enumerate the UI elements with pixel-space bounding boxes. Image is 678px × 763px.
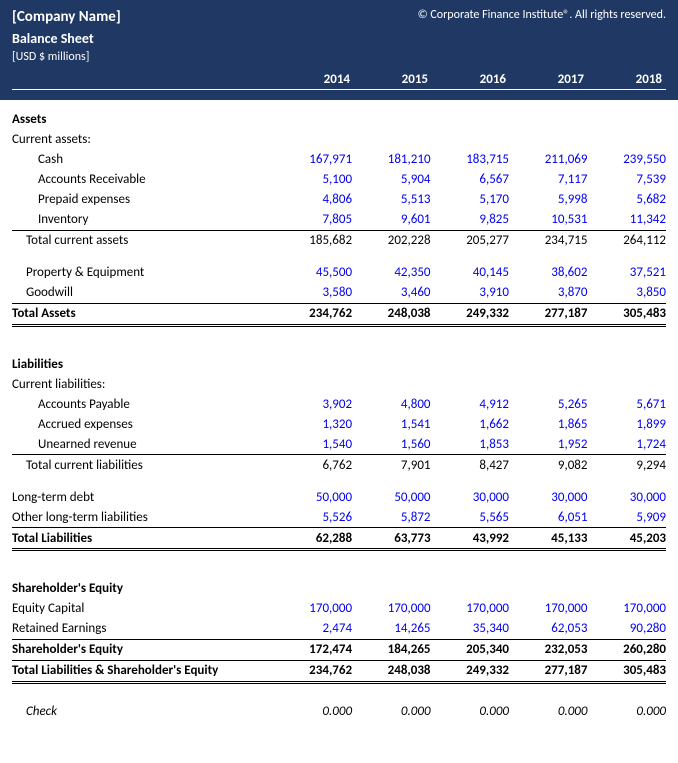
year-2015: 2015 bbox=[350, 72, 428, 87]
year-2017: 2017 bbox=[506, 72, 584, 87]
row-accrued-expenses: Accrued expenses1,3201,5411,6621,8651,89… bbox=[12, 414, 666, 434]
row-unearned-revenue: Unearned revenue1,5401,5601,8531,9521,72… bbox=[12, 434, 666, 455]
sheet-title: Balance Sheet bbox=[12, 30, 666, 47]
equity-heading: Shareholder's Equity bbox=[12, 575, 274, 599]
year-2016: 2016 bbox=[428, 72, 506, 87]
row-cash: Cash167,971181,210183,715211,069239,550 bbox=[12, 150, 666, 170]
row-check: Check0.0000.0000.0000.0000.000 bbox=[12, 696, 666, 722]
row-prepaid-expenses: Prepaid expenses4,8065,5135,1705,9985,68… bbox=[12, 190, 666, 210]
liabilities-heading: Liabilities bbox=[12, 351, 274, 375]
row-accounts-payable: Accounts Payable3,9024,8004,9125,2655,67… bbox=[12, 394, 666, 414]
year-2018: 2018 bbox=[584, 72, 662, 87]
year-2014: 2014 bbox=[272, 72, 350, 87]
row-total-current-assets: Total current assets185,682202,228205,27… bbox=[12, 230, 666, 251]
current-assets-label: Current assets: bbox=[12, 130, 274, 150]
copyright-text: © Corporate Finance Institute®. All righ… bbox=[418, 8, 666, 22]
units-label: [USD $ millions] bbox=[12, 50, 666, 64]
row-long-term-debt: Long-term debt50,00050,00030,00030,00030… bbox=[12, 487, 666, 507]
row-equity-capital: Equity Capital170,000170,000170,000170,0… bbox=[12, 599, 666, 619]
row-total-current-liabilities: Total current liabilities6,7627,9018,427… bbox=[12, 455, 666, 476]
row-retained-earnings: Retained Earnings2,47414,26535,34062,053… bbox=[12, 619, 666, 640]
row-total-assets: Total Assets234,762248,038249,332277,187… bbox=[12, 303, 666, 325]
row-inventory: Inventory7,8059,6019,82510,53111,342 bbox=[12, 210, 666, 231]
current-liabilities-label: Current liabilities: bbox=[12, 374, 274, 394]
assets-heading: Assets bbox=[12, 106, 274, 130]
row-total-liab-equity: Total Liabilities & Shareholder's Equity… bbox=[12, 660, 666, 682]
row-shareholders-equity: Shareholder's Equity172,474184,265205,34… bbox=[12, 639, 666, 660]
year-header-row: 2014 2015 2016 2017 2018 bbox=[12, 72, 666, 90]
row-goodwill: Goodwill3,5803,4603,9103,8703,850 bbox=[12, 283, 666, 304]
header: [Company Name] © Corporate Finance Insti… bbox=[0, 0, 678, 100]
row-property-equipment: Property & Equipment45,50042,35040,14538… bbox=[12, 263, 666, 283]
balance-sheet-table: Assets Current assets: Cash167,971181,21… bbox=[0, 100, 678, 731]
row-accounts-receivable: Accounts Receivable5,1005,9046,5677,1177… bbox=[12, 170, 666, 190]
row-total-liabilities: Total Liabilities62,28863,77343,99245,13… bbox=[12, 528, 666, 550]
row-other-lt-liabilities: Other long-term liabilities5,5265,8725,5… bbox=[12, 507, 666, 528]
